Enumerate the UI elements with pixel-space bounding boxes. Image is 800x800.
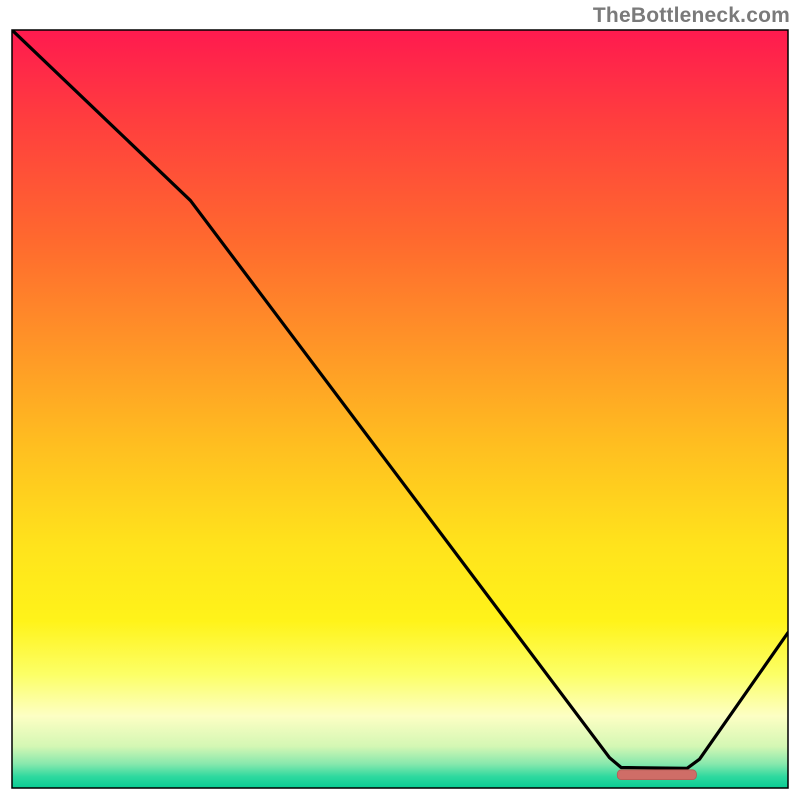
target-marker <box>617 770 696 780</box>
watermark-text: TheBottleneck.com <box>593 4 790 28</box>
gradient-background <box>12 30 788 788</box>
chart-svg <box>0 0 800 800</box>
plot-area <box>12 30 788 788</box>
chart-root: TheBottleneck.com <box>0 0 800 800</box>
